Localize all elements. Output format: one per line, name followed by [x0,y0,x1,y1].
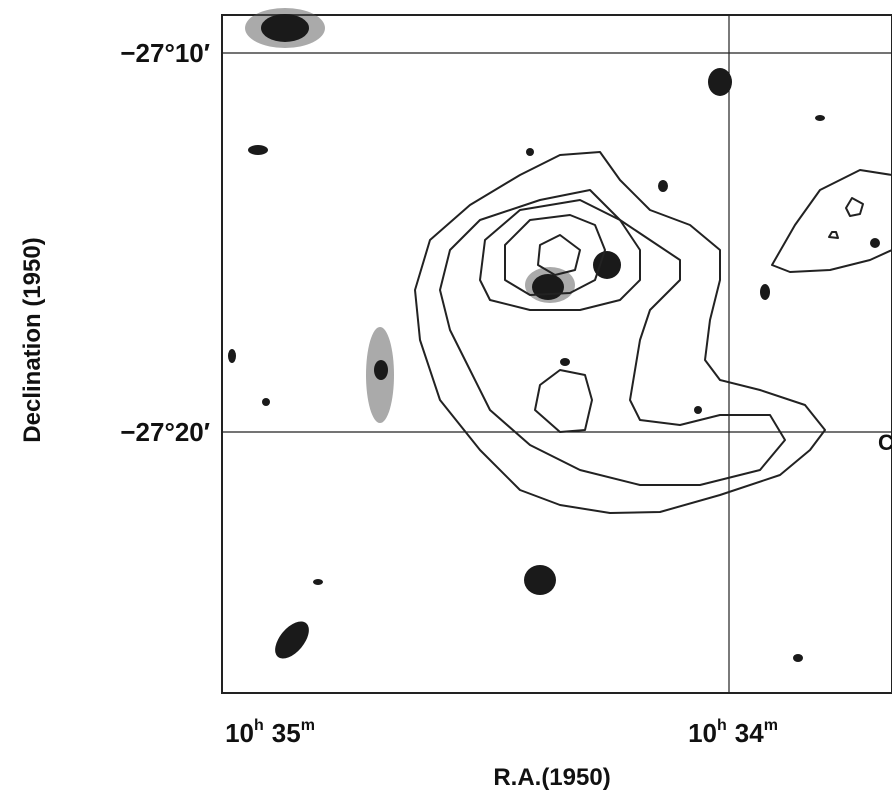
edge-label: C [878,430,892,455]
source [658,180,668,192]
frame [222,15,892,693]
source [248,145,268,155]
source [313,579,323,585]
source [228,349,236,363]
source [708,68,732,96]
source [760,284,770,300]
source [870,238,880,248]
label-part: m [764,717,778,734]
source [694,406,702,414]
source [815,115,825,121]
source [261,14,309,42]
source [374,360,388,380]
x-tick-label: 10h 35m [225,717,315,748]
label-part: h [254,717,264,734]
label-part: 35 [272,718,301,748]
source [262,398,270,406]
source [793,654,803,662]
label-part: 34 [735,718,764,748]
source [532,274,564,300]
label-part: h [717,717,727,734]
y-tick-label: −27°10′ [120,38,210,68]
source [524,565,556,595]
y-tick-label: −27°20′ [120,417,210,447]
label-part: 10 [225,718,254,748]
x-tick-label: 10h 34m [688,717,778,748]
image-field: C [222,8,892,693]
source [560,358,570,366]
source [526,148,534,156]
label-part: 10 [688,718,717,748]
y-axis-label: Declination (1950) [19,237,46,442]
figure: C −27°10′ −27°20′ 10h35m 10h34m R.A.(195… [0,0,892,793]
label-part: m [301,717,315,734]
x-axis-label: R.A.(1950) [493,764,610,791]
